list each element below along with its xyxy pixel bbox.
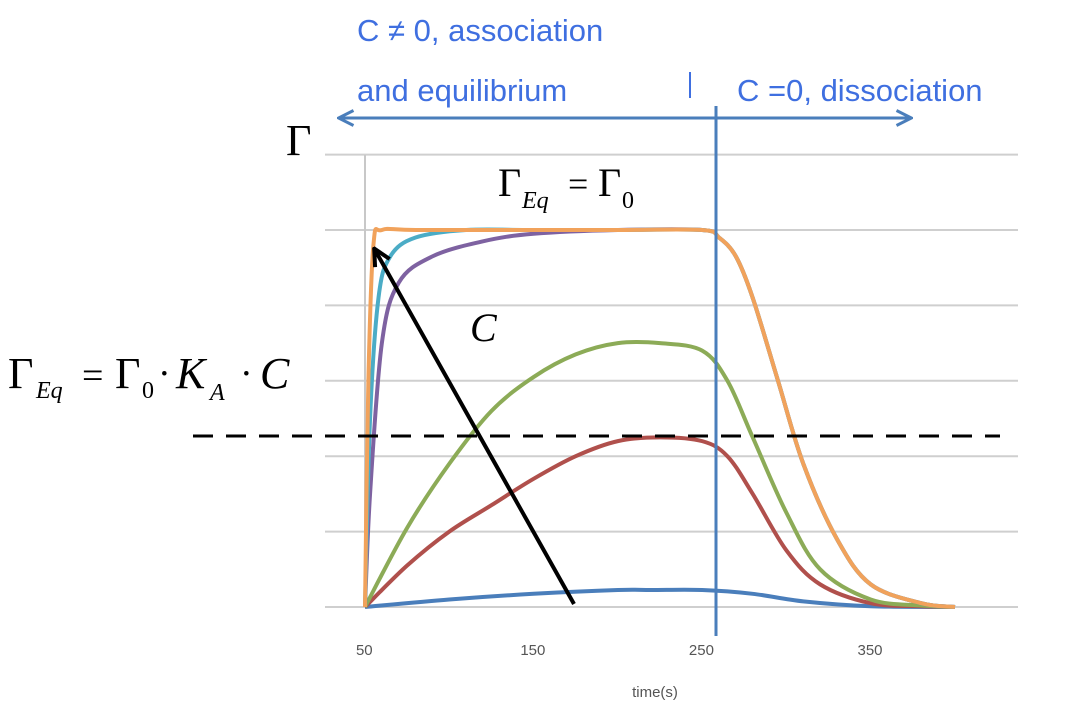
concentration-arrow-label: C [470,305,498,350]
x-axis-label: time(s) [632,684,678,701]
equation-formula: Γ Eq = Γ 0 · K A · C [8,349,290,406]
svg-text:=: = [82,355,103,397]
series-layer [363,226,956,609]
series-line-5 [363,227,956,609]
series-line-4 [363,227,956,609]
svg-text:Γ: Γ [115,349,140,398]
svg-text:Γ: Γ [498,160,521,205]
svg-text:0: 0 [622,188,634,214]
association-label-line1: C ≠ 0, association [357,13,603,48]
concentration-increase-arrow [375,250,576,605]
equation-max: Γ Eq = Γ 0 [498,160,634,214]
x-tick-label: 50 [356,642,373,659]
svg-text:=: = [568,164,588,204]
series-line-2 [363,435,956,609]
x-tick-labels: 50 150 250 350 [356,642,883,659]
association-label-line2: and equilibrium [357,73,567,108]
svg-text:Eq: Eq [521,188,549,214]
y-axis-label: Γ [286,116,311,165]
svg-text:A: A [208,380,225,406]
svg-text:0: 0 [142,378,154,404]
series-line-1 [364,587,956,609]
series-line-6 [363,226,956,609]
svg-text:K: K [175,349,208,398]
svg-text:Eq: Eq [35,378,63,404]
svg-text:·: · [158,353,171,395]
svg-text:Γ: Γ [598,160,621,205]
series-line-3 [363,339,956,609]
svg-text:C: C [260,349,290,398]
x-tick-label: 350 [857,642,882,659]
gridlines [325,153,1018,608]
svg-text:·: · [240,353,253,395]
x-tick-label: 250 [689,642,714,659]
svg-text:Γ: Γ [8,349,33,398]
x-tick-label: 150 [520,642,545,659]
dissociation-label: C =0, dissociation [737,73,983,108]
